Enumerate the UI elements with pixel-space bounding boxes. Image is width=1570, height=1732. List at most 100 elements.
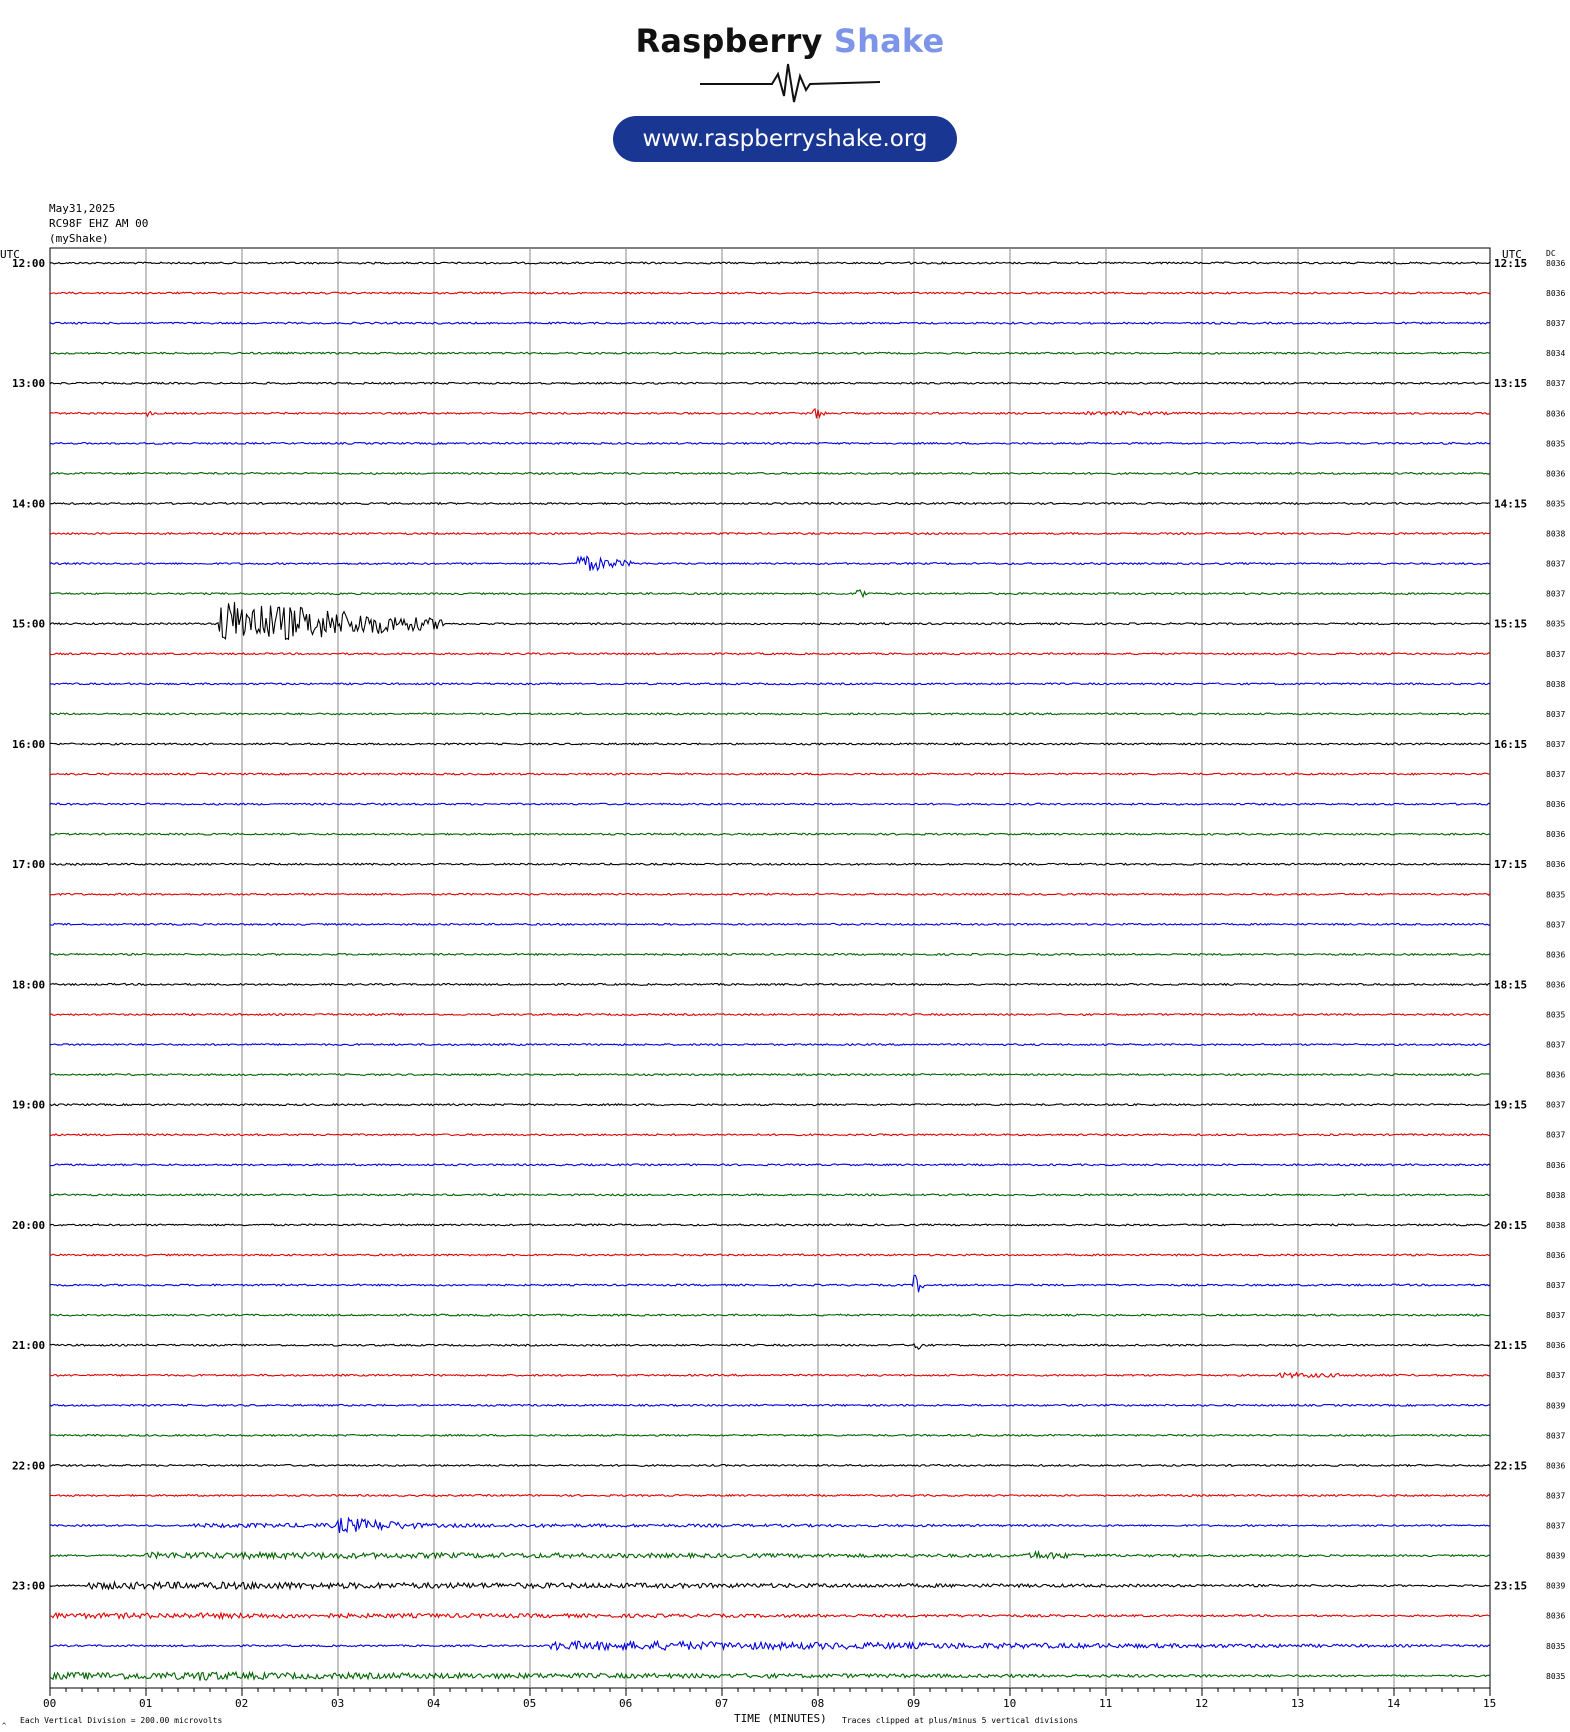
x-tick-label: 10	[1003, 1697, 1016, 1710]
left-hour-label: 13:00	[12, 377, 45, 390]
dc-offset-value: 8037	[1546, 1371, 1565, 1380]
seismic-trace	[49, 862, 1491, 866]
x-tick-label: 00	[43, 1697, 56, 1710]
dc-offset-value: 8035	[1546, 1011, 1565, 1020]
dc-offset-value: 8036	[1546, 800, 1565, 809]
seismic-trace	[49, 1433, 1491, 1438]
grid-layer	[49, 247, 1491, 1696]
right-hour-label: 22:15	[1494, 1459, 1527, 1472]
dc-offset-value: 8037	[1546, 1491, 1565, 1500]
dc-offset-value: 8037	[1546, 740, 1565, 749]
seismic-trace	[49, 892, 1491, 897]
seismic-trace	[49, 531, 1491, 536]
brand-name: Raspberry Shake	[600, 22, 980, 60]
right-utc-label: UTC	[1502, 248, 1522, 261]
seismic-trace	[49, 1343, 1491, 1351]
right-hour-label: 15:15	[1494, 618, 1527, 631]
dc-offset-value: 8035	[1546, 439, 1565, 448]
dc-offset-value: 8037	[1546, 1522, 1565, 1531]
left-hour-label: 21:00	[12, 1339, 45, 1352]
seismic-trace	[49, 1163, 1491, 1167]
dc-offset-value: 8035	[1546, 1672, 1565, 1681]
dc-offset-value: 8037	[1546, 710, 1565, 719]
x-tick-label: 08	[811, 1697, 824, 1710]
seismic-trace	[49, 1639, 1491, 1652]
dc-offset-value: 8037	[1546, 1041, 1565, 1050]
dc-offset-value: 8035	[1546, 1642, 1565, 1651]
x-tick-label: 09	[907, 1697, 920, 1710]
left-hour-label: 14:00	[12, 497, 45, 510]
dc-offset-value: 8035	[1546, 499, 1565, 508]
seismic-trace	[49, 1463, 1491, 1468]
dc-offset-value: 8037	[1546, 379, 1565, 388]
seismic-trace	[49, 802, 1491, 806]
x-tick-label: 04	[427, 1697, 441, 1710]
left-hour-label: 15:00	[12, 618, 45, 631]
left-hour-label: 19:00	[12, 1099, 45, 1112]
dc-offset-value: 8038	[1546, 1191, 1565, 1200]
dc-offset-value: 8036	[1546, 1612, 1565, 1621]
dc-offset-value: 8036	[1546, 1161, 1565, 1170]
right-hour-label: 20:15	[1494, 1219, 1527, 1232]
dc-offset-value: 8036	[1546, 950, 1565, 959]
trace-layer	[49, 261, 1491, 1681]
seismic-trace	[49, 1313, 1491, 1317]
seismic-trace	[49, 501, 1491, 506]
right-hour-label: 19:15	[1494, 1099, 1527, 1112]
seismic-trace	[49, 1371, 1490, 1380]
x-tick-label: 12	[1195, 1697, 1208, 1710]
seismic-trace	[49, 471, 1491, 476]
dc-offset-value: 8037	[1546, 1431, 1565, 1440]
vertical-division-note: Each Vertical Division = 200.00 microvol…	[20, 1716, 222, 1725]
seismic-trace	[49, 1012, 1490, 1017]
seismic-trace	[49, 381, 1491, 385]
seismic-trace	[49, 832, 1491, 836]
seismic-trace	[49, 652, 1491, 656]
seismic-trace	[49, 1072, 1491, 1077]
dc-offset-value: 8037	[1546, 650, 1565, 659]
dc-offset-value: 8037	[1546, 590, 1565, 599]
network-name: (myShake)	[49, 232, 109, 245]
seismic-trace	[49, 1274, 1491, 1293]
station-code: RC98F EHZ AM 00	[49, 217, 149, 230]
seismic-trace	[49, 1579, 1491, 1591]
website-link[interactable]: www.raspberryshake.org	[613, 116, 957, 162]
left-hour-label: 22:00	[12, 1459, 45, 1472]
dc-column-label: DC	[1546, 249, 1556, 258]
dc-offset-value: 8038	[1546, 1221, 1565, 1230]
seismic-trace	[49, 441, 1491, 446]
dc-offset-value: 8035	[1546, 620, 1565, 629]
brand-name-shake: Shake	[833, 22, 945, 60]
seismic-trace	[49, 1516, 1491, 1534]
seismic-trace	[49, 982, 1491, 987]
dc-offset-value: 8036	[1546, 1461, 1565, 1470]
seismic-trace	[49, 1132, 1491, 1137]
dc-offset-value: 8037	[1546, 1311, 1565, 1320]
dc-offset-value: 8036	[1546, 289, 1565, 298]
right-hour-label: 13:15	[1494, 377, 1527, 390]
left-hour-label: 18:00	[12, 978, 45, 991]
dc-offset-value: 8037	[1546, 560, 1565, 569]
dc-offset-value: 8037	[1546, 1281, 1565, 1290]
seismic-trace	[49, 589, 1491, 599]
dc-offset-value: 8036	[1546, 1071, 1565, 1080]
seismic-trace	[49, 1611, 1491, 1621]
seismic-trace	[49, 1042, 1491, 1047]
seismic-trace	[49, 351, 1491, 355]
x-tick-label: 05	[523, 1697, 536, 1710]
seismogram-logo-icon	[700, 63, 880, 103]
dc-offset-value: 8037	[1546, 920, 1565, 929]
seismic-trace	[49, 1193, 1491, 1197]
seismic-trace	[49, 922, 1491, 926]
clipping-note: Traces clipped at plus/minus 5 vertical …	[842, 1716, 1078, 1725]
dc-offset-value: 8035	[1546, 890, 1565, 899]
left-utc-label: UTC	[0, 248, 20, 261]
seismic-trace	[49, 291, 1491, 295]
label-layer: UTC UTC DC TIME (MINUTES) Each Vertical …	[0, 248, 1565, 1730]
x-axis-title: TIME (MINUTES)	[734, 1712, 827, 1725]
seismic-trace	[49, 712, 1491, 716]
record-date: May31,2025	[49, 202, 116, 215]
seismic-trace	[49, 602, 1491, 641]
dc-offset-value: 8036	[1546, 469, 1565, 478]
right-hour-label: 14:15	[1494, 497, 1527, 510]
